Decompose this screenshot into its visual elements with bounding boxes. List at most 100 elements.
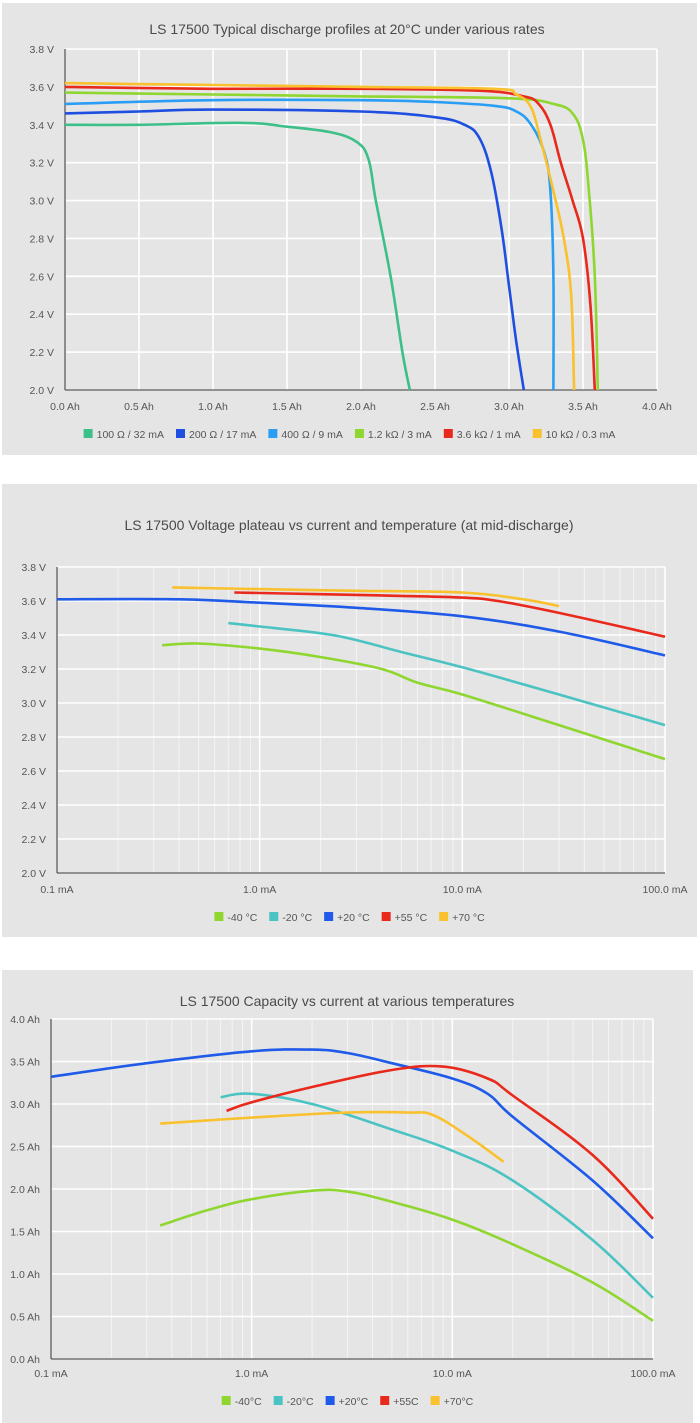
legend-swatch (273, 1396, 283, 1405)
chart-title: LS 17500 Voltage plateau vs current and … (124, 517, 573, 533)
chart-discharge-profiles-svg: LS 17500 Typical discharge profiles at 2… (29, 21, 672, 441)
series-line-70-c (160, 1110, 505, 1163)
legend-label: +20°C (339, 1396, 369, 1408)
y-tick-label: 2.2 V (29, 347, 54, 359)
y-tick-label: 1.5 Ah (10, 1227, 40, 1239)
x-tick-label: 100.0 mA (631, 1368, 676, 1380)
x-tick-label: 1.5 Ah (272, 401, 302, 413)
legend-item: +55 °C (381, 912, 428, 924)
legend-label: +70 °C (452, 912, 485, 924)
legend-swatch (324, 912, 334, 921)
legend-swatch (83, 429, 93, 438)
series-line-20-c (50, 1048, 654, 1240)
y-tick-label: 0.0 Ah (10, 1354, 40, 1366)
legend-swatch (532, 429, 542, 438)
legend-label: 400 Ω / 9 mA (281, 429, 343, 441)
y-tick-label: 2.2 V (21, 834, 46, 846)
legend-label: +55 °C (395, 912, 428, 924)
legend-label: +70°C (444, 1396, 474, 1408)
legend-item: -20°C (273, 1396, 314, 1408)
x-tick-label: 0.1 mA (34, 1368, 67, 1380)
legend-item: 100 Ω / 32 mA (83, 429, 164, 441)
x-tick-label: 0.5 Ah (124, 401, 154, 413)
y-tick-label: 2.4 V (21, 800, 46, 812)
x-tick-label: 4.0 Ah (642, 401, 672, 413)
y-tick-label: 4.0 Ah (10, 1014, 40, 1026)
legend-item: +70 °C (439, 912, 485, 924)
chart-capacity-vs-current: LS 17500 Capacity vs current at various … (2, 970, 693, 1423)
series-line-20-c (56, 597, 666, 657)
legend: -40 °C -20 °C +20 °C +55 °C +70 °C (214, 912, 485, 924)
y-tick-label: 2.8 V (29, 233, 54, 245)
x-tick-label: 2.5 Ah (420, 401, 450, 413)
legend-label: 10 kΩ / 0.3 mA (546, 429, 616, 441)
y-tick-label: 2.0 Ah (10, 1184, 40, 1196)
series-line-40-c (159, 1188, 654, 1322)
legend-label: +20 °C (337, 912, 370, 924)
y-tick-label: 3.8 V (29, 44, 54, 56)
legend-item: -40 °C (214, 912, 258, 924)
chart-voltage-plateau-svg: LS 17500 Voltage plateau vs current and … (21, 517, 688, 924)
y-tick-label: 2.0 V (21, 868, 46, 880)
x-tick-label: 1.0 mA (243, 884, 276, 896)
series-line-10-k-0-3-ma (64, 81, 576, 391)
y-tick-label: 3.0 V (29, 196, 54, 208)
x-tick-label: 100.0 mA (643, 884, 688, 896)
legend-label: -40 °C (227, 912, 257, 924)
x-tick-label: 3.5 Ah (568, 401, 598, 413)
legend-label: -20 °C (282, 912, 312, 924)
plot-area (56, 566, 666, 874)
legend-item: -20 °C (269, 912, 313, 924)
y-tick-label: 3.0 Ah (10, 1099, 40, 1111)
series-line-55-c (234, 591, 666, 638)
y-tick-label: 0.5 Ah (10, 1312, 40, 1324)
chart-capacity-vs-current-svg: LS 17500 Capacity vs current at various … (10, 993, 676, 1408)
y-tick-label: 3.2 V (21, 664, 46, 676)
legend-label: 3.6 kΩ / 1 mA (457, 429, 521, 441)
legend: -40°C -20°C +20°C +55C +70°C (221, 1396, 474, 1408)
series-line-1-2-k-3-ma (64, 91, 600, 391)
legend-swatch (380, 1396, 390, 1405)
y-tick-label: 3.6 V (21, 596, 46, 608)
legend-swatch (214, 912, 224, 921)
chart-discharge-profiles: LS 17500 Typical discharge profiles at 2… (2, 3, 697, 455)
legend: 100 Ω / 32 mA 200 Ω / 17 mA 400 Ω / 9 mA 1.… (83, 429, 616, 441)
series-line-70-c (172, 586, 560, 608)
legend-swatch (175, 429, 185, 438)
y-tick-label: 2.4 V (29, 309, 54, 321)
legend-label: 200 Ω / 17 mA (189, 429, 256, 441)
x-tick-label: 1.0 mA (235, 1368, 268, 1380)
legend-swatch (354, 429, 364, 438)
series-line-40-c (162, 642, 666, 761)
y-tick-label: 3.8 V (21, 562, 46, 574)
legend-item: +20°C (325, 1396, 369, 1408)
legend-swatch (439, 912, 449, 921)
y-tick-label: 2.6 V (21, 766, 46, 778)
series-line-400-9-ma (64, 98, 555, 391)
y-tick-label: 3.2 V (29, 158, 54, 170)
legend-item: 10 kΩ / 0.3 mA (532, 429, 616, 441)
legend-item: 400 Ω / 9 mA (268, 429, 343, 441)
y-tick-label: 3.5 Ah (10, 1057, 40, 1069)
y-tick-label: 3.4 V (29, 120, 54, 132)
legend-swatch (269, 912, 279, 921)
legend-item: -40°C (221, 1396, 262, 1408)
y-tick-label: 2.6 V (29, 271, 54, 283)
legend-item: 3.6 kΩ / 1 mA (443, 429, 521, 441)
y-tick-label: 2.8 V (21, 732, 46, 744)
legend-swatch (221, 1396, 231, 1405)
legend-swatch (325, 1396, 335, 1405)
x-tick-label: 0.1 mA (40, 884, 73, 896)
series-line-20-c (228, 621, 666, 727)
series-line-55c (226, 1064, 654, 1220)
legend-swatch (268, 429, 278, 438)
series-line-100-32-ma (64, 121, 412, 391)
legend-item: 200 Ω / 17 mA (175, 429, 256, 441)
y-tick-label: 3.4 V (21, 630, 46, 642)
legend-item: +70°C (430, 1396, 474, 1408)
y-tick-label: 3.0 V (21, 698, 46, 710)
legend-label: +55C (393, 1396, 419, 1408)
legend-label: -40°C (235, 1396, 262, 1408)
x-tick-label: 2.0 Ah (346, 401, 376, 413)
series-line-200-17-ma (64, 108, 526, 391)
